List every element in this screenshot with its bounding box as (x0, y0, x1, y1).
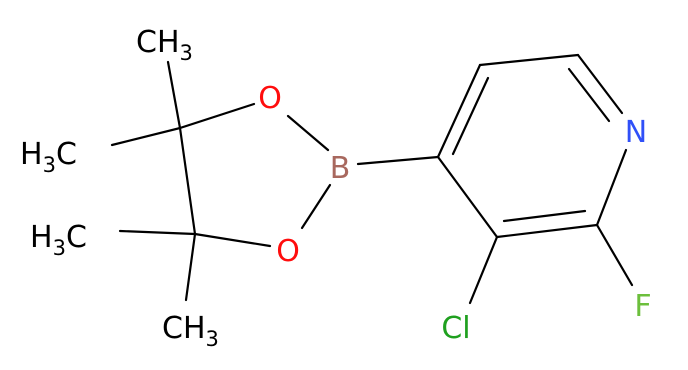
bond (495, 223, 599, 239)
bond (595, 148, 628, 227)
atom-label: F (634, 289, 651, 324)
atom-label: CH3 (162, 311, 219, 351)
label-part: H (30, 220, 53, 255)
atom-label: Cl (441, 311, 470, 346)
bond (110, 126, 182, 147)
bond (166, 60, 182, 130)
label-part: H (20, 137, 43, 172)
atom-label: N (625, 115, 647, 150)
atom-label: O (276, 234, 300, 269)
bond (193, 232, 272, 248)
bond (118, 229, 197, 236)
label-part: C (56, 137, 77, 172)
bond (595, 223, 634, 287)
bond (451, 76, 490, 156)
atom-label: H3C (30, 220, 87, 260)
bond (184, 232, 197, 302)
atom-labels: CH3 H3C H3C CH3 O O B N Cl F (20, 25, 652, 351)
bond (502, 209, 587, 223)
bond (478, 53, 580, 67)
label-part: CH (136, 25, 180, 60)
bond (436, 155, 499, 239)
bond (567, 67, 611, 123)
label-part: C (66, 220, 87, 255)
label-part: 3 (53, 236, 66, 260)
bonds (110, 53, 634, 305)
label-part: CH (162, 311, 206, 346)
label-part: 3 (43, 153, 56, 177)
atom-label: O (258, 81, 282, 116)
label-part: 3 (180, 41, 193, 65)
bond (468, 235, 499, 305)
bond (300, 183, 332, 230)
bond (436, 63, 482, 159)
atom-label: B (330, 151, 351, 186)
atom-label: H3C (20, 137, 77, 177)
bond (178, 126, 197, 236)
atom-label: CH3 (136, 25, 193, 65)
bond (356, 155, 440, 166)
label-part: 3 (206, 327, 219, 351)
bond (178, 102, 256, 130)
bond (576, 53, 624, 115)
bond (286, 114, 330, 152)
